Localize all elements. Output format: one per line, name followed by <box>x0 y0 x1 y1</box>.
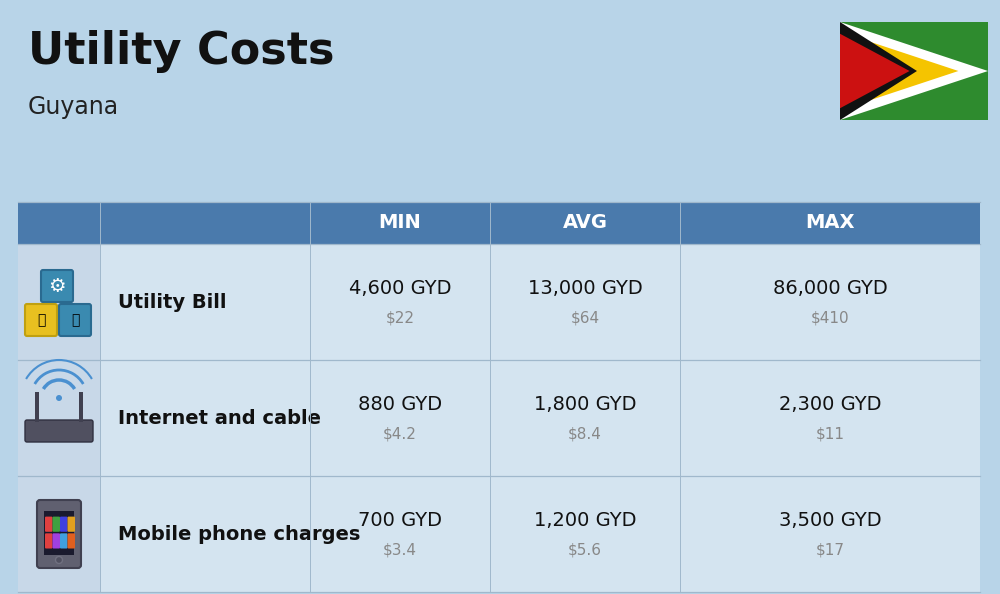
Polygon shape <box>840 34 910 108</box>
Text: 86,000 GYD: 86,000 GYD <box>773 279 887 298</box>
FancyBboxPatch shape <box>37 500 81 568</box>
Text: $5.6: $5.6 <box>568 542 602 558</box>
Text: 4,600 GYD: 4,600 GYD <box>349 279 451 298</box>
FancyBboxPatch shape <box>52 517 60 532</box>
Bar <box>18 202 980 244</box>
FancyBboxPatch shape <box>45 533 52 548</box>
Text: 💧: 💧 <box>71 313 79 327</box>
Bar <box>18 244 980 360</box>
FancyBboxPatch shape <box>25 304 57 336</box>
Text: $17: $17 <box>816 542 844 558</box>
Bar <box>35 392 39 422</box>
Text: $410: $410 <box>811 311 849 326</box>
Bar <box>18 360 980 476</box>
FancyBboxPatch shape <box>59 304 91 336</box>
Text: AVG: AVG <box>562 213 608 232</box>
Text: Guyana: Guyana <box>28 95 119 119</box>
Text: 700 GYD: 700 GYD <box>358 510 442 529</box>
Bar <box>840 22 988 120</box>
FancyBboxPatch shape <box>45 517 52 532</box>
Bar <box>18 476 100 592</box>
Text: ⚙: ⚙ <box>48 276 66 295</box>
Bar <box>18 360 100 476</box>
Text: Utility Costs: Utility Costs <box>28 30 334 73</box>
Text: $4.2: $4.2 <box>383 426 417 441</box>
Text: 3,500 GYD: 3,500 GYD <box>779 510 881 529</box>
Text: $8.4: $8.4 <box>568 426 602 441</box>
Text: Mobile phone charges: Mobile phone charges <box>118 525 360 544</box>
Text: 2,300 GYD: 2,300 GYD <box>779 394 881 413</box>
Text: $11: $11 <box>816 426 844 441</box>
Text: MAX: MAX <box>805 213 855 232</box>
Text: 🔌: 🔌 <box>37 313 45 327</box>
Text: $22: $22 <box>386 311 415 326</box>
FancyBboxPatch shape <box>41 270 73 302</box>
Text: 13,000 GYD: 13,000 GYD <box>528 279 642 298</box>
Text: 1,800 GYD: 1,800 GYD <box>534 394 636 413</box>
Text: 880 GYD: 880 GYD <box>358 394 442 413</box>
FancyBboxPatch shape <box>25 420 93 442</box>
Circle shape <box>56 395 62 401</box>
Text: MIN: MIN <box>379 213 421 232</box>
Bar <box>79 392 83 422</box>
Text: $64: $64 <box>570 311 600 326</box>
FancyBboxPatch shape <box>60 517 68 532</box>
Circle shape <box>56 557 62 564</box>
Bar <box>18 476 980 592</box>
Polygon shape <box>840 32 958 110</box>
Text: Utility Bill: Utility Bill <box>118 292 226 311</box>
FancyBboxPatch shape <box>52 533 60 548</box>
Text: Internet and cable: Internet and cable <box>118 409 321 428</box>
Bar <box>44 511 74 555</box>
Text: 1,200 GYD: 1,200 GYD <box>534 510 636 529</box>
Polygon shape <box>840 22 917 120</box>
Polygon shape <box>840 22 988 120</box>
FancyBboxPatch shape <box>60 533 68 548</box>
Text: $3.4: $3.4 <box>383 542 417 558</box>
Bar <box>18 244 100 360</box>
FancyBboxPatch shape <box>68 533 75 548</box>
FancyBboxPatch shape <box>68 517 75 532</box>
